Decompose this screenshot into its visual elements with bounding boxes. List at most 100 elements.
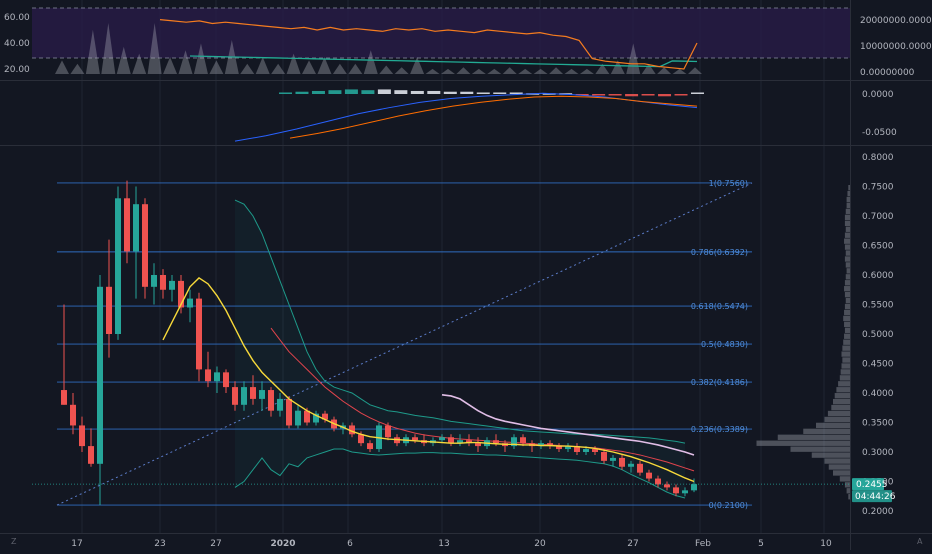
rsi-orange-line bbox=[159, 19, 698, 70]
fib-label: 0.5(0.4830) bbox=[701, 340, 748, 349]
volume-profile-bar bbox=[848, 494, 850, 500]
price-tick: 0.6500 bbox=[862, 242, 894, 252]
volume-profile-bar bbox=[803, 428, 850, 435]
candle-body bbox=[601, 452, 607, 461]
axis-corner-right[interactable]: A bbox=[917, 537, 923, 546]
ma-violet-line bbox=[441, 393, 695, 456]
macd-hist-bar bbox=[592, 94, 606, 96]
price-tick: 0.5000 bbox=[862, 330, 894, 340]
time-tick: Feb bbox=[695, 539, 711, 549]
volume-profile-bar bbox=[846, 202, 850, 209]
macd-hist-bar bbox=[279, 92, 292, 94]
candle-body bbox=[97, 286, 103, 464]
volume-peak bbox=[657, 67, 672, 74]
candle-body bbox=[385, 425, 391, 438]
candle-body bbox=[196, 298, 202, 370]
volume-profile-bar bbox=[847, 190, 850, 197]
volume-peak bbox=[394, 67, 409, 74]
volume-peak bbox=[502, 67, 517, 74]
candle-body bbox=[133, 204, 139, 252]
volume-profile-bar bbox=[844, 220, 850, 227]
macd-hist-bar bbox=[443, 91, 457, 94]
candle-body bbox=[286, 398, 292, 426]
macd-hist-bar bbox=[427, 90, 441, 94]
current-price-label: 0.2455 bbox=[856, 480, 888, 490]
macd-hist-bar bbox=[344, 89, 358, 94]
candle-body bbox=[457, 440, 463, 444]
volume-profile-bar bbox=[844, 303, 850, 310]
candle-body bbox=[691, 484, 697, 491]
volume-profile-bar bbox=[844, 333, 850, 339]
volume-profile-bar bbox=[846, 488, 850, 494]
fib-label: 0.382(0.4186) bbox=[691, 378, 748, 387]
volume-peak bbox=[672, 68, 687, 74]
price-tick: 0.8000 bbox=[862, 153, 894, 163]
candle-body bbox=[511, 437, 517, 447]
volume-profile-bar bbox=[839, 375, 850, 381]
volume-peak bbox=[163, 57, 178, 74]
volume-peak bbox=[240, 63, 255, 74]
candle-body bbox=[574, 446, 580, 452]
volume-peak bbox=[471, 68, 486, 74]
price-tick: 0.4000 bbox=[862, 389, 894, 399]
volume-peak bbox=[440, 68, 455, 74]
volume-peak bbox=[332, 63, 347, 74]
volume-profile-bar bbox=[843, 339, 850, 345]
candle-body bbox=[295, 410, 301, 426]
fib-label: 0.618(0.5474) bbox=[691, 302, 748, 311]
candle-body bbox=[277, 398, 283, 411]
volume-profile-bar bbox=[833, 398, 850, 405]
macd-hist-bar bbox=[674, 94, 688, 96]
volume-peak bbox=[132, 53, 147, 74]
candle-body bbox=[304, 410, 310, 423]
macd-hist-bar bbox=[476, 92, 490, 94]
candle-body bbox=[142, 204, 148, 287]
volume-peak bbox=[271, 63, 286, 74]
volume-profile-bar bbox=[844, 327, 850, 333]
candle-body bbox=[61, 390, 67, 405]
top-left-tick: 40.00 bbox=[4, 39, 30, 49]
volume-peak bbox=[363, 50, 378, 74]
candle-body bbox=[439, 437, 445, 441]
top-left-tick: 60.00 bbox=[4, 13, 30, 23]
candle-body bbox=[250, 387, 256, 399]
fib-label: 0(0.2100) bbox=[709, 501, 748, 510]
candle-body bbox=[520, 437, 526, 444]
volume-profile-bar bbox=[845, 208, 850, 215]
volume-profile-bar bbox=[828, 464, 850, 470]
volume-profile-bar bbox=[844, 244, 850, 250]
volume-peak bbox=[348, 63, 363, 74]
macd-hist-bar bbox=[394, 90, 408, 94]
volume-peak bbox=[688, 67, 702, 74]
volume-profile-bar bbox=[824, 458, 850, 464]
volume-peak bbox=[255, 57, 270, 74]
volume-profile-bar bbox=[844, 482, 850, 488]
volume-peak bbox=[610, 60, 625, 74]
candle-body bbox=[466, 440, 472, 444]
candle-body bbox=[448, 437, 454, 444]
bollinger-fill bbox=[235, 200, 685, 499]
candle-body bbox=[124, 198, 130, 252]
macd-hist-bar bbox=[641, 94, 655, 96]
volume-peak bbox=[410, 57, 425, 74]
volume-peak bbox=[147, 23, 162, 74]
volume-profile-bar bbox=[844, 232, 850, 238]
fibonacci-retracement[interactable]: 1(0.7560) 0.786(0.6392) 0.618(0.5474) 0.5(0… bbox=[57, 179, 752, 510]
time-tick: 5 bbox=[758, 539, 764, 549]
macd-hist-bar bbox=[295, 91, 309, 94]
axis-corner-left[interactable]: Z bbox=[11, 537, 17, 546]
candle-body bbox=[358, 434, 364, 444]
bollinger-lower bbox=[234, 448, 686, 499]
top-right-axis: 20000000.00000000 10000000.00000000 0.0000… bbox=[860, 16, 932, 78]
time-tick: 10 bbox=[820, 539, 832, 549]
time-tick: 27 bbox=[210, 539, 221, 549]
volume-profile-bar bbox=[836, 387, 850, 393]
time-tick: 13 bbox=[438, 539, 449, 549]
volume-peak bbox=[116, 46, 131, 74]
time-axis[interactable]: 17 23 27 2020 6 13 20 27 Feb 5 10 bbox=[71, 539, 832, 549]
macd-hist-bar bbox=[460, 91, 474, 94]
volume-profile-bar bbox=[833, 470, 850, 476]
macd-pane: 0.0000 -0.0500 bbox=[234, 89, 897, 142]
